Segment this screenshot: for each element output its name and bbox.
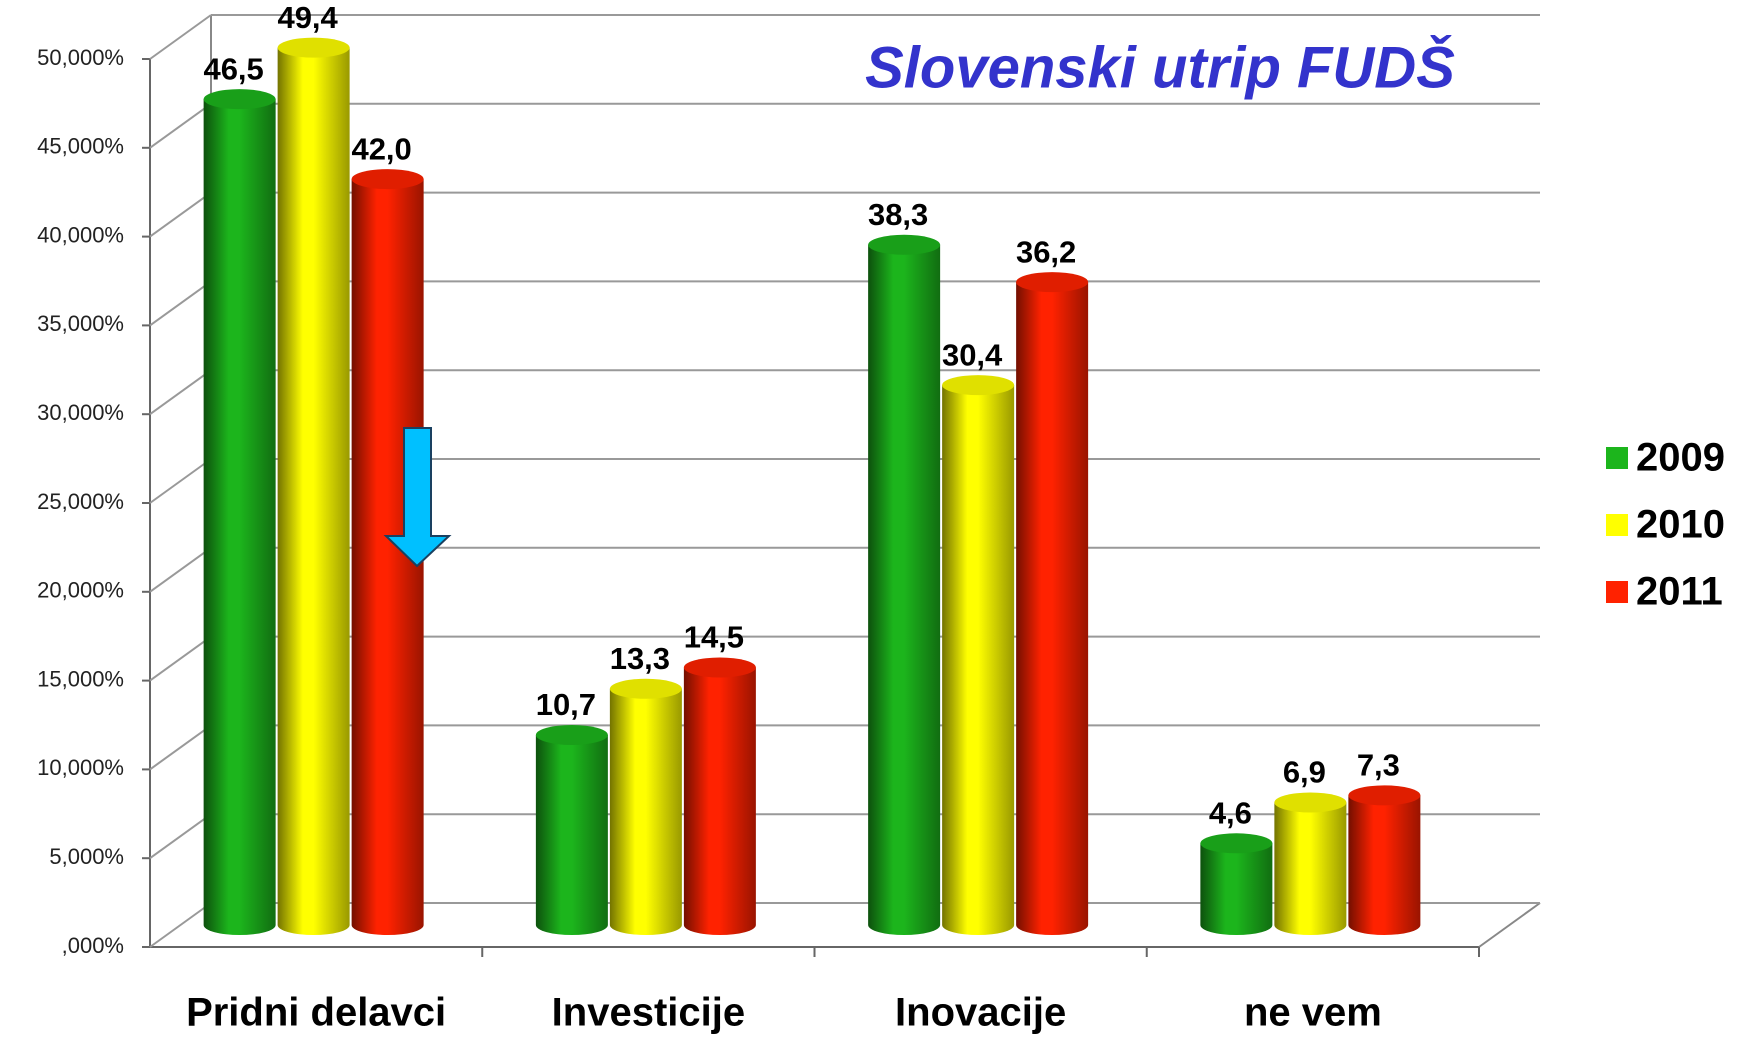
grid-line-side: [149, 458, 212, 504]
grid-line-side: [149, 635, 212, 682]
value-label: 13,3: [610, 641, 670, 676]
bar-top: [277, 37, 350, 58]
value-label: 38,3: [868, 197, 928, 232]
bar-top: [683, 657, 756, 678]
value-label: 10,7: [536, 687, 596, 722]
bar: [1016, 282, 1089, 935]
bar: [535, 734, 608, 935]
y-tick-label: 30,000%: [37, 400, 124, 425]
bar: [1274, 802, 1347, 935]
legend-swatch: [1606, 514, 1628, 536]
x-tick-label: Investicije: [552, 991, 745, 1035]
bar: [203, 99, 276, 935]
grid-line-side: [149, 14, 212, 60]
x-tick-label: Inovacije: [895, 991, 1066, 1035]
bar-top: [351, 169, 424, 190]
grid-line-side: [149, 369, 212, 416]
down-arrow: [383, 427, 452, 568]
bar-top: [1348, 785, 1421, 806]
y-tick-label: 40,000%: [37, 222, 124, 247]
y-tick-label: 25,000%: [37, 489, 124, 514]
y-tick-label: 10,000%: [37, 755, 124, 780]
grid-line-side: [149, 813, 212, 860]
grid-line-side: [149, 191, 212, 238]
legend-label: 2010: [1636, 503, 1725, 547]
x-tick-label: ne vem: [1244, 991, 1382, 1035]
bar: [868, 244, 941, 936]
x-tick-label: Pridni delavci: [186, 991, 446, 1035]
bar-top: [535, 724, 608, 745]
y-tick-label: ,000%: [62, 933, 124, 958]
value-label: 49,4: [277, 0, 338, 35]
bar-top: [1016, 272, 1089, 293]
bar: [683, 667, 756, 935]
bar: [1348, 795, 1421, 935]
legend-label: 2009: [1636, 436, 1725, 480]
value-label: 36,2: [1016, 234, 1076, 269]
bar-top: [1274, 792, 1347, 813]
bar-top: [203, 89, 276, 110]
bar: [1200, 843, 1273, 935]
y-tick-label: 50,000%: [37, 45, 124, 70]
value-label: 46,5: [203, 51, 263, 86]
value-label: 6,9: [1283, 755, 1326, 790]
bar-top: [868, 234, 941, 255]
y-tick-label: 15,000%: [37, 666, 124, 691]
grid-line-side: [149, 280, 212, 327]
bar: [351, 179, 424, 935]
value-label: 30,4: [942, 337, 1003, 372]
value-label: 42,0: [351, 131, 411, 166]
grid-line-side: [149, 902, 212, 948]
bar-top: [609, 678, 682, 699]
bar: [609, 688, 682, 935]
bar: [942, 385, 1015, 935]
y-tick-label: 45,000%: [37, 134, 124, 159]
legend-label: 2011: [1636, 570, 1723, 614]
value-label: 4,6: [1209, 795, 1252, 830]
floor-edge: [1478, 902, 1541, 948]
grid-line-side: [149, 724, 212, 771]
bar: [277, 47, 350, 935]
chart-title: Slovenski utrip FUDŠ: [865, 35, 1455, 100]
y-tick-label: 35,000%: [37, 311, 124, 336]
legend-swatch: [1606, 447, 1628, 469]
value-label: 14,5: [684, 620, 744, 655]
y-tick-label: 20,000%: [37, 578, 124, 603]
grid-line-side: [149, 102, 212, 149]
grid-line-side: [149, 546, 212, 593]
bar-top: [942, 375, 1015, 396]
value-label: 7,3: [1357, 748, 1400, 783]
legend-swatch: [1606, 581, 1628, 603]
bar-top: [1200, 833, 1273, 854]
y-tick-label: 5,000%: [49, 844, 124, 869]
